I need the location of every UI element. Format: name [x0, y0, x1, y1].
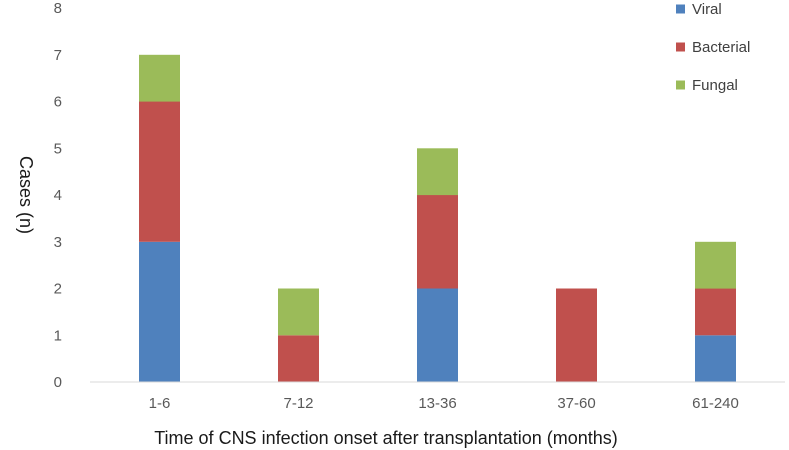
y-tick-label: 4 [54, 187, 62, 204]
y-tick-label: 1 [54, 327, 62, 344]
y-tick-label: 6 [54, 94, 62, 111]
legend-label-bacterial: Bacterial [692, 39, 750, 56]
bar-fungal-7-12 [278, 288, 319, 336]
y-tick-label: 2 [54, 281, 62, 298]
bar-fungal-1-6 [139, 54, 180, 102]
bars-layer [139, 54, 736, 383]
y-tick-label: 3 [54, 234, 62, 251]
x-tick-label: 7-12 [283, 395, 313, 412]
legend-label-fungal: Fungal [692, 77, 738, 94]
bar-bacterial-13-36 [417, 195, 458, 289]
y-axis-title: Cases (n) [16, 156, 36, 234]
bar-fungal-61-240 [695, 241, 736, 289]
x-tick-label: 13-36 [418, 395, 456, 412]
legend-swatch-viral [676, 4, 685, 14]
bar-bacterial-61-240 [695, 288, 736, 336]
bar-viral-61-240 [695, 335, 736, 383]
x-tick-label: 61-240 [692, 395, 739, 412]
x-tick-label: 37-60 [557, 395, 595, 412]
bar-bacterial-1-6 [139, 101, 180, 242]
bar-bacterial-37-60 [556, 288, 597, 382]
y-tick-label: 7 [54, 47, 62, 64]
y-tick-label: 8 [54, 0, 62, 17]
x-axis-title: Time of CNS infection onset after transp… [154, 428, 618, 448]
x-tick-label: 1-6 [149, 395, 171, 412]
legend-swatch-bacterial [676, 42, 685, 52]
bar-viral-1-6 [139, 241, 180, 383]
y-tick-label: 5 [54, 140, 62, 157]
legend-label-viral: Viral [692, 1, 722, 18]
bar-viral-13-36 [417, 288, 458, 382]
bar-bacterial-7-12 [278, 335, 319, 383]
legend-swatch-fungal [676, 80, 685, 90]
legend: Viral Bacterial Fungal [676, 1, 750, 94]
axis-layer: 0 1 2 3 4 5 6 7 8 1-6 7-12 13-36 37-60 61-240 [54, 0, 785, 412]
bar-fungal-13-36 [417, 148, 458, 196]
y-tick-label: 0 [54, 374, 62, 391]
